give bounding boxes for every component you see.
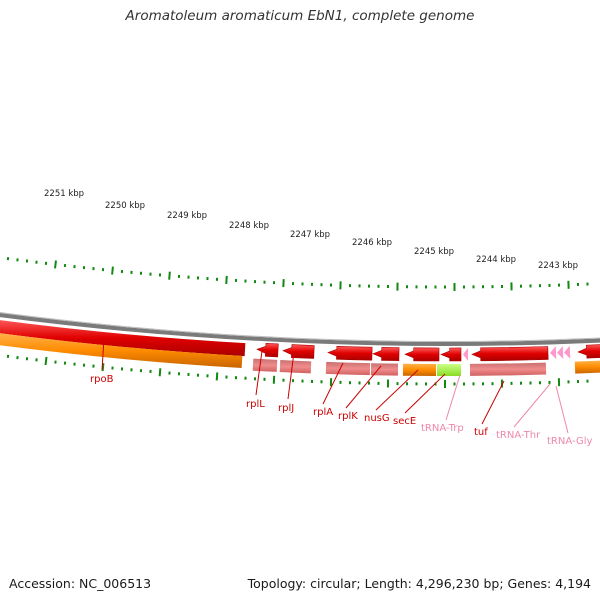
rna-feature[interactable] [325, 361, 371, 376]
major-tick [101, 363, 105, 372]
gene-leader-line [481, 380, 505, 425]
cds-feature-rpob[interactable] [0, 320, 246, 357]
gene-leader-line [404, 373, 446, 414]
cds-arrow[interactable] [440, 347, 462, 362]
cds-arrow[interactable] [471, 346, 549, 362]
major-tick [215, 372, 219, 381]
rna-feature[interactable] [469, 362, 547, 376]
major-tick [54, 260, 57, 269]
gene-leader-line [287, 351, 295, 400]
gene-leader-line [345, 365, 382, 409]
rna-feature[interactable] [370, 363, 399, 376]
major-tick [225, 275, 228, 284]
forward-feature[interactable] [402, 363, 437, 376]
gene-label[interactable]: tRNA-Thr [496, 430, 541, 441]
major-tick [111, 266, 114, 275]
scale-label: 2243 kbp [538, 261, 578, 271]
scale-label: 2249 kbp [167, 211, 207, 221]
major-tick [158, 368, 162, 377]
major-tick [44, 356, 48, 366]
forward-feature[interactable] [574, 360, 600, 374]
gene-label[interactable]: rplJ [278, 403, 294, 414]
gene-label[interactable]: secE [393, 416, 416, 427]
highlight-feature[interactable] [436, 363, 462, 377]
gene-label[interactable]: tRNA-Trp [421, 423, 464, 434]
cds-arrow[interactable] [404, 347, 440, 362]
scale-label: 2250 kbp [105, 201, 145, 211]
trna-arrow[interactable] [557, 346, 564, 360]
cds-arrow[interactable] [256, 342, 279, 358]
cds-arrow[interactable] [327, 345, 373, 361]
gene-leader-line [513, 383, 551, 428]
scale-label: 2246 kbp [352, 238, 392, 248]
major-tick [168, 271, 171, 280]
gene-label[interactable]: tuf [474, 427, 488, 438]
gene-label[interactable]: rpoB [90, 374, 114, 385]
genome-backbone-highlight [0, 311, 600, 342]
gene-label[interactable]: rplL [246, 399, 265, 410]
scale-label: 2248 kbp [229, 221, 269, 231]
gene-leader-line [375, 369, 419, 411]
trna-arrow[interactable] [550, 346, 557, 360]
genome-stats-text: Topology: circular; Length: 4,296,230 bp… [247, 576, 591, 591]
gene-leader-line [101, 337, 105, 371]
gene-label[interactable]: nusG [364, 413, 390, 424]
scale-label: 2251 kbp [44, 189, 84, 199]
accession-text: Accession: NC_006513 [9, 576, 152, 591]
cds-feature-rpob-forward[interactable] [0, 333, 243, 368]
rna-feature[interactable] [252, 358, 278, 372]
cds-arrow[interactable] [282, 344, 315, 359]
gene-leader-line [255, 350, 263, 396]
rna-feature[interactable] [279, 360, 312, 374]
gene-leader-line [322, 362, 344, 405]
gene-label[interactable]: tRNA-Gly [547, 436, 592, 447]
cds-arrow[interactable] [577, 344, 600, 359]
scale-label: 2244 kbp [476, 255, 516, 265]
genome-title: Aromatoleum aromaticum EbN1, complete ge… [125, 8, 475, 24]
trna-arrow[interactable] [463, 347, 469, 361]
gene-label[interactable]: rplA [313, 407, 333, 418]
genome-backbone [0, 313, 600, 346]
scale-label: 2247 kbp [290, 230, 330, 240]
gene-label[interactable]: rplK [338, 411, 358, 422]
cds-arrow[interactable] [372, 347, 400, 361]
gene-leader-line [445, 374, 461, 421]
trna-arrow[interactable] [564, 345, 571, 359]
gene-leader-line [555, 385, 569, 434]
scale-label: 2245 kbp [414, 247, 454, 257]
